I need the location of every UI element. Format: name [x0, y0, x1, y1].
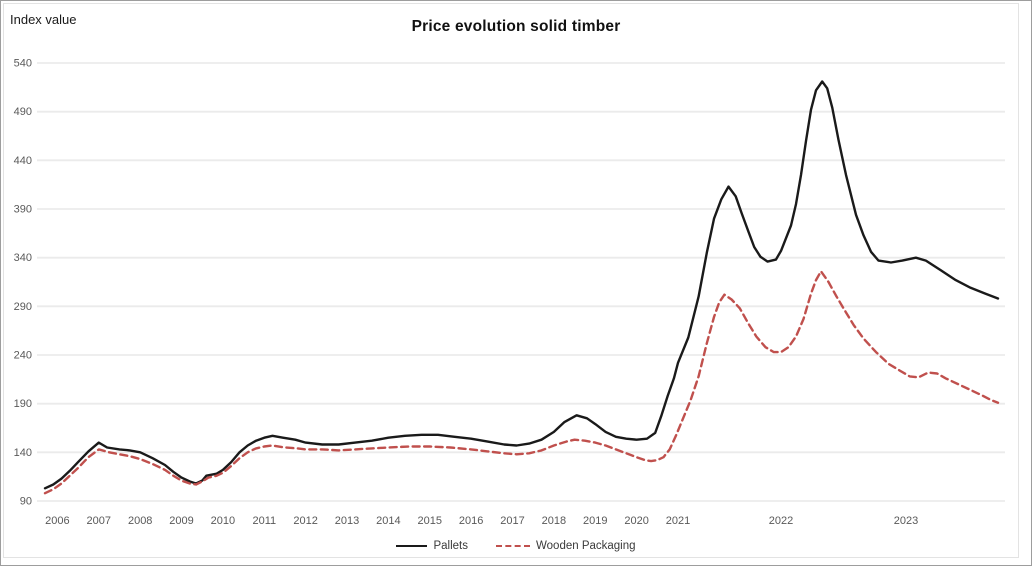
y-axis-title: Index value	[10, 12, 77, 27]
wooden-packaging-line-swatch-icon	[496, 545, 530, 547]
chart-title: Price evolution solid timber	[411, 18, 621, 35]
x-tick-label: 2010	[211, 515, 235, 527]
series-line-pallets	[43, 80, 1000, 490]
y-tick-label: 140	[14, 447, 32, 459]
legend-item-pallets: Pallets	[396, 540, 468, 552]
series-line-wooden-packaging	[43, 270, 1000, 495]
y-tick-label: 90	[20, 496, 32, 508]
y-tick-label: 390	[14, 204, 32, 216]
x-tick-label: 2008	[128, 515, 152, 527]
x-tick-label: 2009	[169, 515, 193, 527]
y-tick-label: 190	[14, 398, 32, 410]
x-tick-label: 2014	[376, 515, 400, 527]
x-tick-label: 2016	[459, 515, 483, 527]
legend-label-pallets: Pallets	[433, 540, 468, 552]
x-tick-label: 2006	[45, 515, 69, 527]
y-tick-label: 240	[14, 350, 32, 362]
legend: Pallets Wooden Packaging	[1, 540, 1031, 552]
x-tick-label: 2023	[894, 515, 918, 527]
pallets-line-swatch-icon	[396, 545, 428, 547]
x-tick-label: 2018	[542, 515, 566, 527]
y-tick-label: 490	[14, 106, 32, 118]
x-tick-label: 2017	[500, 515, 524, 527]
y-tick-label: 340	[14, 252, 32, 264]
y-tick-label: 290	[14, 301, 32, 313]
x-tick-label: 2021	[666, 515, 690, 527]
x-tick-label: 2020	[624, 515, 648, 527]
x-tick-label: 2012	[293, 515, 317, 527]
x-tick-label: 2015	[418, 515, 442, 527]
legend-label-wooden-packaging: Wooden Packaging	[536, 540, 636, 552]
x-tick-label: 2011	[252, 515, 276, 527]
x-tick-label: 2007	[87, 515, 111, 527]
x-tick-label: 2019	[583, 515, 607, 527]
legend-item-wooden-packaging: Wooden Packaging	[496, 540, 636, 552]
y-tick-label: 440	[14, 155, 32, 167]
x-tick-label: 2013	[335, 515, 359, 527]
y-tick-label: 540	[14, 58, 32, 70]
x-tick-label: 2022	[769, 515, 793, 527]
